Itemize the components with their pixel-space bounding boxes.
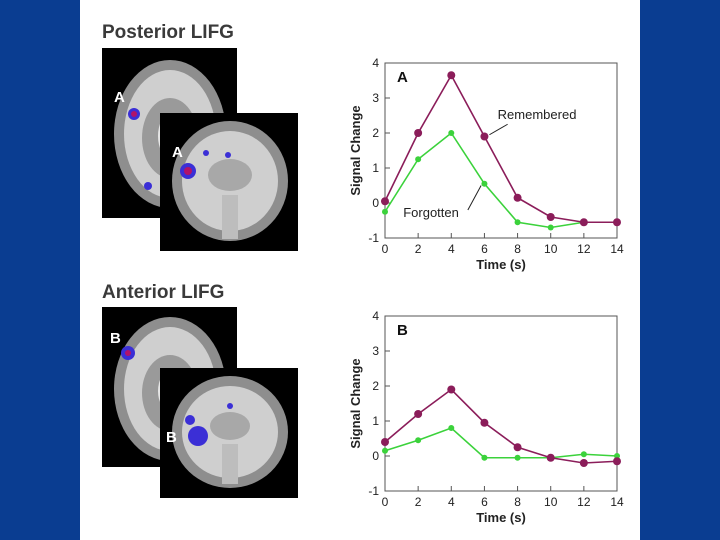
y-tick-label: 0 [372,196,379,210]
data-point-remembered [480,418,489,427]
series-line-forgotten [384,427,618,459]
data-point-remembered [546,213,555,221]
series-line-remembered [384,73,617,224]
x-tick-label: 0 [382,495,389,509]
data-point-forgotten [448,130,455,136]
section-title-anterior: Anterior LIFG [102,282,225,303]
y-tick-label: -1 [368,231,379,245]
x-tick-label: 10 [544,495,558,509]
x-tick-label: 8 [514,242,521,256]
panel-label: B [397,322,408,339]
brain-region-label: B [110,330,121,347]
y-tick-label: 3 [372,344,379,358]
y-tick-label: -1 [368,484,379,498]
brain-region-label: A [114,89,125,106]
x-tick-label: 0 [382,242,389,256]
x-tick-label: 12 [577,242,591,256]
brain-image-anterior-coronal: B [160,368,298,498]
data-point-forgotten [580,451,587,458]
plot-frame [384,315,618,492]
x-tick-label: 12 [577,495,591,509]
y-axis-label: Signal Change [348,358,363,448]
y-tick-label: 4 [372,56,379,70]
x-tick-label: 4 [448,495,455,509]
data-point-remembered [613,218,621,227]
data-point-forgotten [448,425,455,431]
x-tick-label: 10 [544,242,558,256]
activation-blob [144,182,152,190]
activation-hotspot [184,167,192,175]
series-label-remembered: Remembered [498,107,577,122]
brain-region-label: B [166,429,177,446]
x-tick-label: 2 [415,495,422,509]
data-point-remembered [513,193,522,202]
brain-image-posterior-coronal: A [160,113,298,251]
plot-frame [384,62,618,239]
data-point-forgotten [614,453,620,459]
x-tick-label: 6 [481,495,488,509]
activation-hotspot [131,111,137,117]
y-tick-label: 3 [372,91,379,105]
activation-blob [225,152,231,158]
data-point-forgotten [382,447,388,454]
slide-content: Posterior LIFG A A -1 0 1 2 3 4 0 2 4 6 8 10 12 14 Tim… [80,0,640,540]
activation-blob [185,415,195,425]
data-point-remembered [513,443,522,452]
y-tick-label: 4 [372,309,379,323]
y-tick-label: 2 [372,126,379,140]
data-point-remembered [381,438,389,446]
data-point-remembered [613,457,621,466]
data-point-forgotten [415,156,422,163]
data-point-remembered [480,132,489,141]
data-point-remembered [447,385,456,394]
y-tick-label: 1 [372,161,379,175]
x-axis-label: Time (s) [476,257,526,272]
activation-blob [188,426,208,446]
data-point-forgotten [481,454,488,461]
activation-blob [203,150,209,156]
x-tick-label: 2 [415,242,422,256]
x-tick-label: 8 [514,495,521,509]
series-line-remembered [384,388,618,464]
data-point-remembered [381,197,389,206]
data-point-forgotten [547,224,554,231]
annotation-leader [467,185,482,211]
data-point-forgotten [514,454,521,461]
x-tick-label: 6 [481,242,488,256]
activation-hotspot [125,350,131,356]
section-title-posterior: Posterior LIFG [102,22,234,43]
x-tick-label: 4 [448,242,455,256]
data-point-remembered [414,129,423,137]
y-tick-label: 2 [372,379,379,393]
data-point-remembered [414,410,423,418]
brain-region-label: A [172,144,183,161]
series-line-forgotten [384,131,617,229]
y-tick-label: 1 [372,414,379,428]
series-label-forgotten: Forgotten [403,205,459,220]
data-point-remembered [447,71,456,80]
data-point-forgotten [382,208,388,215]
data-point-forgotten [514,219,521,226]
data-point-remembered [579,218,588,227]
data-point-remembered [546,453,555,462]
y-axis-label: Signal Change [348,105,363,195]
x-tick-label: 14 [610,242,624,256]
annotation-leader [489,123,508,136]
data-point-remembered [579,459,588,467]
data-point-forgotten [481,180,488,187]
data-point-forgotten [415,437,422,444]
y-tick-label: 0 [372,449,379,463]
x-axis-label: Time (s) [476,510,526,525]
activation-blob [227,403,233,409]
panel-label: A [397,69,408,86]
x-tick-label: 14 [610,495,624,509]
